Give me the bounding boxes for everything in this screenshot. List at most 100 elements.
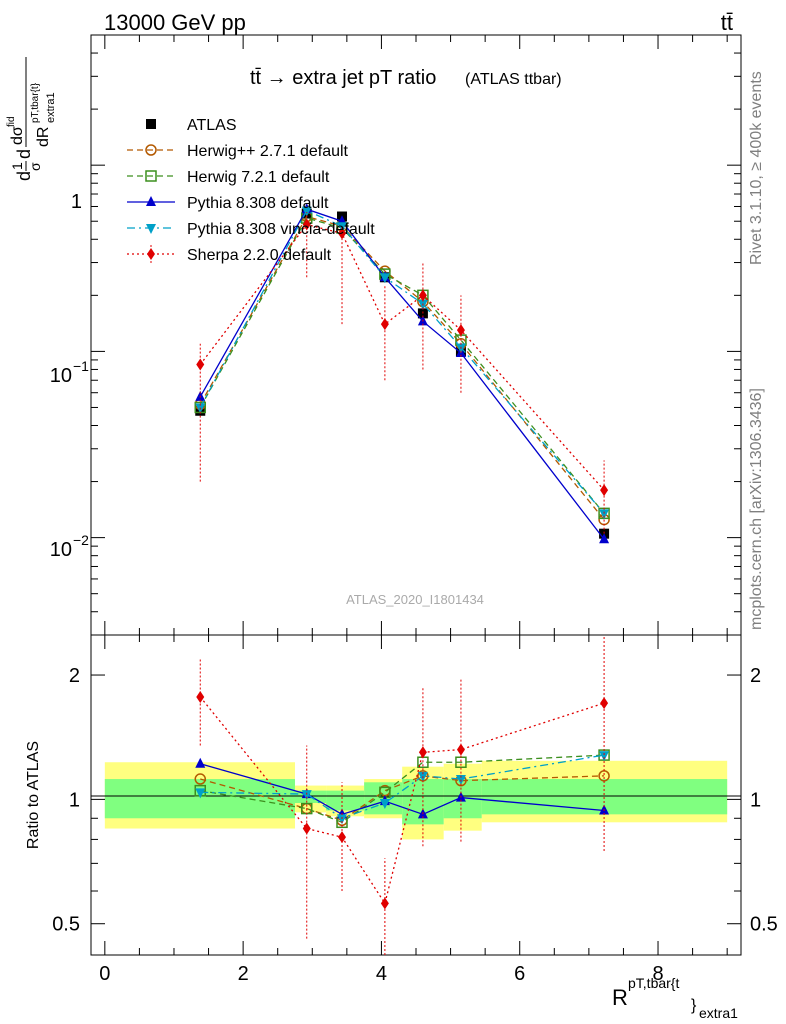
legend-label: ATLAS [187,117,237,134]
legend-entry-pythia-8-308-default: Pythia 8.308 default [127,195,329,212]
ratio-data-point [195,757,206,768]
ratio-uncertainty-bands [104,760,728,840]
rivet-version-label: Rivet 3.1.10, ≥ 400k events [748,71,765,265]
main-axis-ticks [91,34,741,636]
legend-marker [146,224,156,234]
ratio-plot-panel: 0.5 0.5 1 1 2 2 0 2 4 6 8 Ratio to ATLAS R pT,tbar… [25,634,778,1021]
svg-text:d: d [14,149,34,159]
green-band [326,790,365,811]
legend-marker [147,248,155,260]
data-point [599,509,610,520]
energy-label: 13000 GeV pp [104,10,246,35]
ratio-series-pythia-8-308-vincia-default [195,751,610,825]
legend-marker [146,119,156,129]
svg-text:fid: fid [6,116,17,127]
data-point [418,289,427,302]
main-y-axis-label: d 1 σ d dσ fid dR pT,tbar{t} extra1 [6,57,57,181]
x-tick-label: 0 [99,963,110,985]
ratio-series-layer [194,635,610,955]
ratio-y-axis-label: Ratio to ATLAS [25,741,42,849]
svg-text:−1: −1 [73,358,89,374]
data-point [599,533,610,544]
svg-text:pT,tbar{t}: pT,tbar{t} [30,82,41,123]
svg-text:1: 1 [9,162,25,170]
ratio-data-point [600,697,609,710]
ratio-series-line [200,775,605,822]
legend-entry-herwig-7-2-1-default: Herwig 7.2.1 default [127,169,330,186]
chart-title: tt̄ → extra jet pT ratio (ATLAS ttbar) [250,67,562,89]
data-point [600,484,609,497]
svg-text:extra1: extra1 [699,1005,738,1021]
svg-text:pT,tbar{t: pT,tbar{t [628,975,679,991]
ratio-data-point [301,790,312,801]
y-tick-label-1e-1: 10 −1 [50,358,89,387]
main-plot-panel: 10 −2 10 −1 1 d 1 σ d dσ fid dR pT,tbar{… [6,34,742,636]
data-point [196,358,205,371]
ratio-data-point [380,897,389,910]
ratio-y-tick-label-left: 0.5 [52,914,80,936]
svg-text:}: } [691,997,697,1014]
x-tick-label: 6 [514,963,525,985]
svg-text:−2: −2 [73,532,89,548]
x-tick-label: 2 [238,963,249,985]
legend-label: Herwig++ 2.7.1 default [187,143,349,160]
legend-marker [145,144,157,156]
legend-entry-pythia-8-308-vincia-default: Pythia 8.308 vincia-default [127,221,375,238]
ratio-data-point [599,751,610,762]
svg-text:10: 10 [50,365,72,387]
data-point [380,318,389,331]
ratio-data-point [194,773,207,785]
ratio-axis-ticks [91,635,741,955]
legend-label: Sherpa 2.2.0 default [187,247,332,264]
legend-entry-herwig-2-7-1-default: Herwig++ 2.7.1 default [127,143,349,160]
legend: ATLAS Herwig++ 2.7.1 default Herwig 7.2.1 … [127,117,375,264]
svg-text:σ: σ [27,162,43,171]
data-point [456,324,465,337]
ratio-data-point [337,814,348,825]
svg-text:tt̄ → extra jet pT ratio: tt̄ → extra jet pT ratio [250,67,436,89]
ratio-data-point [196,690,205,703]
main-series-layer [194,203,610,544]
svg-text:dR: dR [35,127,52,147]
ratio-y-tick-label-right: 2 [750,665,761,687]
legend-marker [146,196,156,206]
legend-marker [145,170,157,182]
ratio-tick-labels: 0.5 0.5 1 1 2 2 0 2 4 6 8 [52,665,778,985]
series-line [199,223,605,491]
ratio-series-sherpa-2-2-0-default [196,635,609,955]
ratio-data-point [195,788,206,799]
x-tick-label: 4 [376,963,387,985]
data-point [301,206,312,217]
legend-entry-sherpa-2-2-0-default: Sherpa 2.2.0 default [127,245,332,264]
svg-text:d: d [14,171,34,181]
mcplots-label: mcplots.cern.ch [arXiv:1306.3436] [748,388,765,630]
ratio-y-tick-label-right: 0.5 [750,914,778,936]
data-point [338,227,347,240]
ratio-data-point [418,746,427,759]
ratio-y-tick-label-left: 1 [69,789,80,811]
ratio-y-tick-label-right: 1 [750,789,761,811]
x-axis-label: R pT,tbar{t } extra1 [612,975,738,1021]
svg-text:10: 10 [50,539,72,561]
legend-entry-atlas: ATLAS [146,117,237,134]
svg-text:(ATLAS ttbar): (ATLAS ttbar) [465,71,562,88]
ratio-series-line [200,754,605,824]
data-point [302,218,311,231]
svg-text:R: R [612,985,628,1010]
data-point [379,273,390,284]
svg-text:extra1: extra1 [45,92,57,123]
x-tick-label: 8 [652,963,663,985]
ratio-data-point [338,831,347,844]
y-tick-label-1: 1 [71,191,82,213]
y-tick-label-1e-2: 10 −2 [50,532,89,561]
legend-label: Herwig 7.2.1 default [187,169,330,186]
process-label: tt̄ [721,10,733,35]
main-y-tick-labels: 10 −2 10 −1 1 [50,191,89,561]
ratio-y-tick-label-left: 2 [69,665,80,687]
analysis-watermark: ATLAS_2020_I1801434 [346,592,484,607]
ratio-data-point [302,822,311,835]
legend-label: Pythia 8.308 vincia-default [187,221,375,238]
ratio-data-point [379,799,390,810]
ratio-data-point [456,743,465,756]
